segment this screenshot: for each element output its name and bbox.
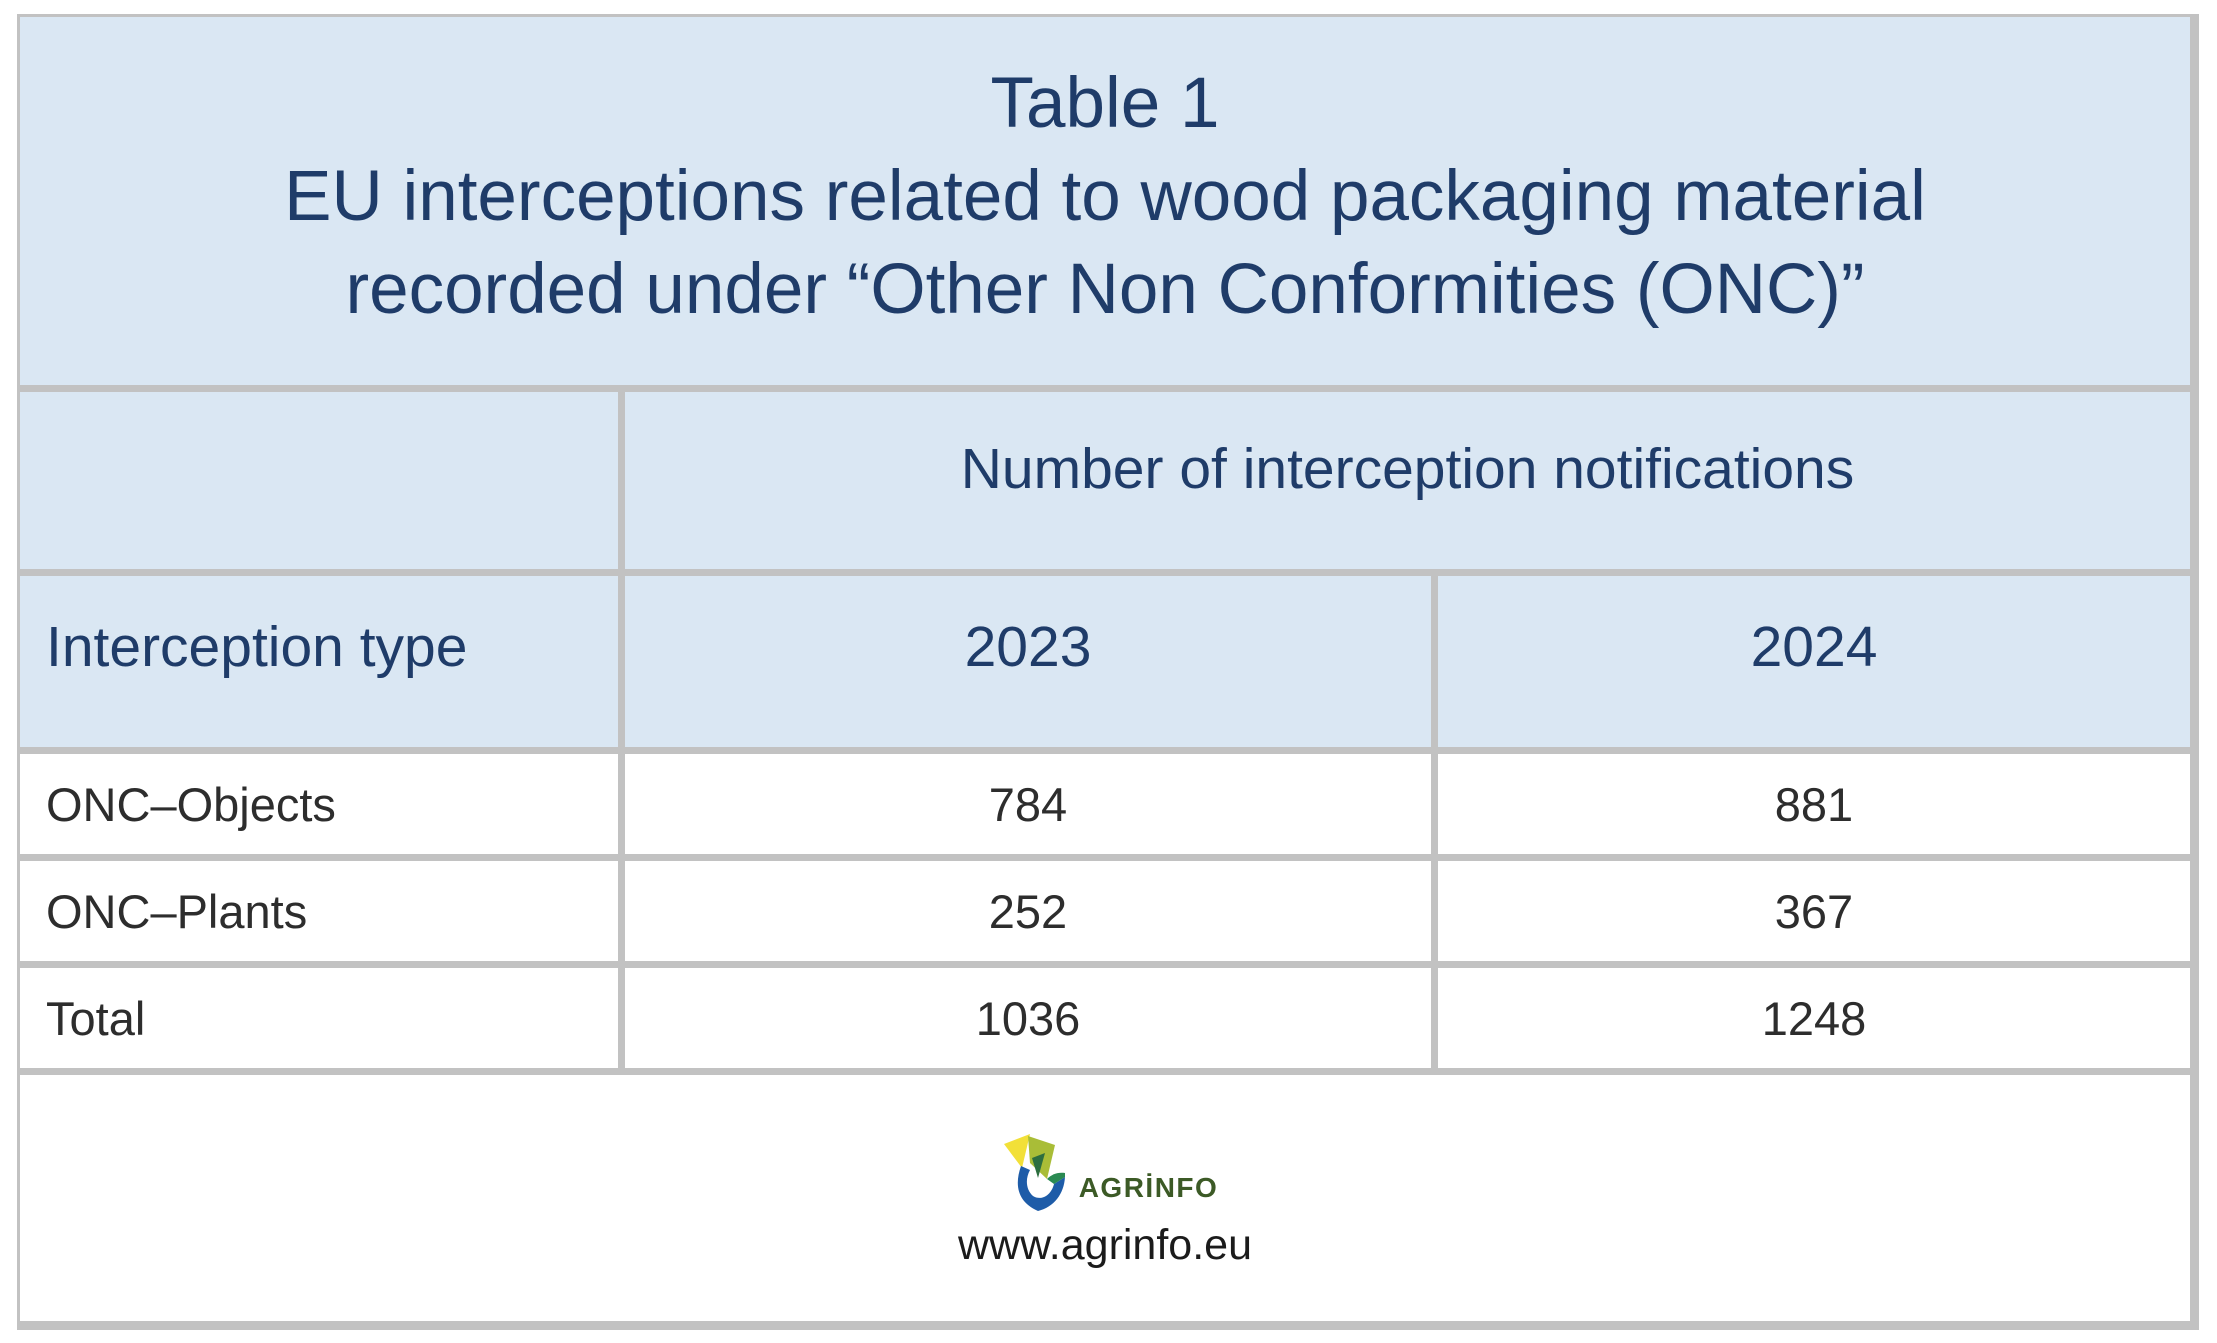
empty-corner-cell [20, 392, 618, 569]
row-label-total: Total [20, 968, 618, 1068]
value-onc-plants-2023: 252 [625, 861, 1431, 961]
column-header-interception-type: Interception type [20, 576, 618, 747]
table-title-line-1: EU interceptions related to wood packagi… [284, 157, 1926, 236]
column-header-2024: 2024 [1438, 576, 2190, 747]
column-header-2023: 2023 [625, 576, 1431, 747]
table-title-line-2: recorded under “Other Non Conformities (… [345, 250, 1865, 329]
footer-cell: AGRİNFO www.agrinfo.eu [20, 1075, 2190, 1321]
value-onc-objects-2023: 784 [625, 754, 1431, 854]
interceptions-table: Table 1 EU interceptions related to wood… [17, 14, 2199, 1330]
value-onc-objects-2024: 881 [1438, 754, 2190, 854]
agrinfo-url-text: www.agrinfo.eu [958, 1221, 1252, 1269]
row-label-onc-plants: ONC–Plants [20, 861, 618, 961]
agrinfo-logo-icon [992, 1132, 1072, 1219]
agrinfo-logo: AGRİNFO [992, 1132, 1219, 1219]
agrinfo-brand-text: AGRİNFO [1078, 1172, 1219, 1203]
row-label-onc-objects: ONC–Objects [20, 754, 618, 854]
value-total-2023: 1036 [625, 968, 1431, 1068]
table-number-line: Table 1 [990, 64, 1220, 143]
value-total-2024: 1248 [1438, 968, 2190, 1068]
table-title-block: Table 1 EU interceptions related to wood… [20, 17, 2190, 385]
group-header-cell: Number of interception notifications [625, 392, 2190, 569]
value-onc-plants-2024: 367 [1438, 861, 2190, 961]
